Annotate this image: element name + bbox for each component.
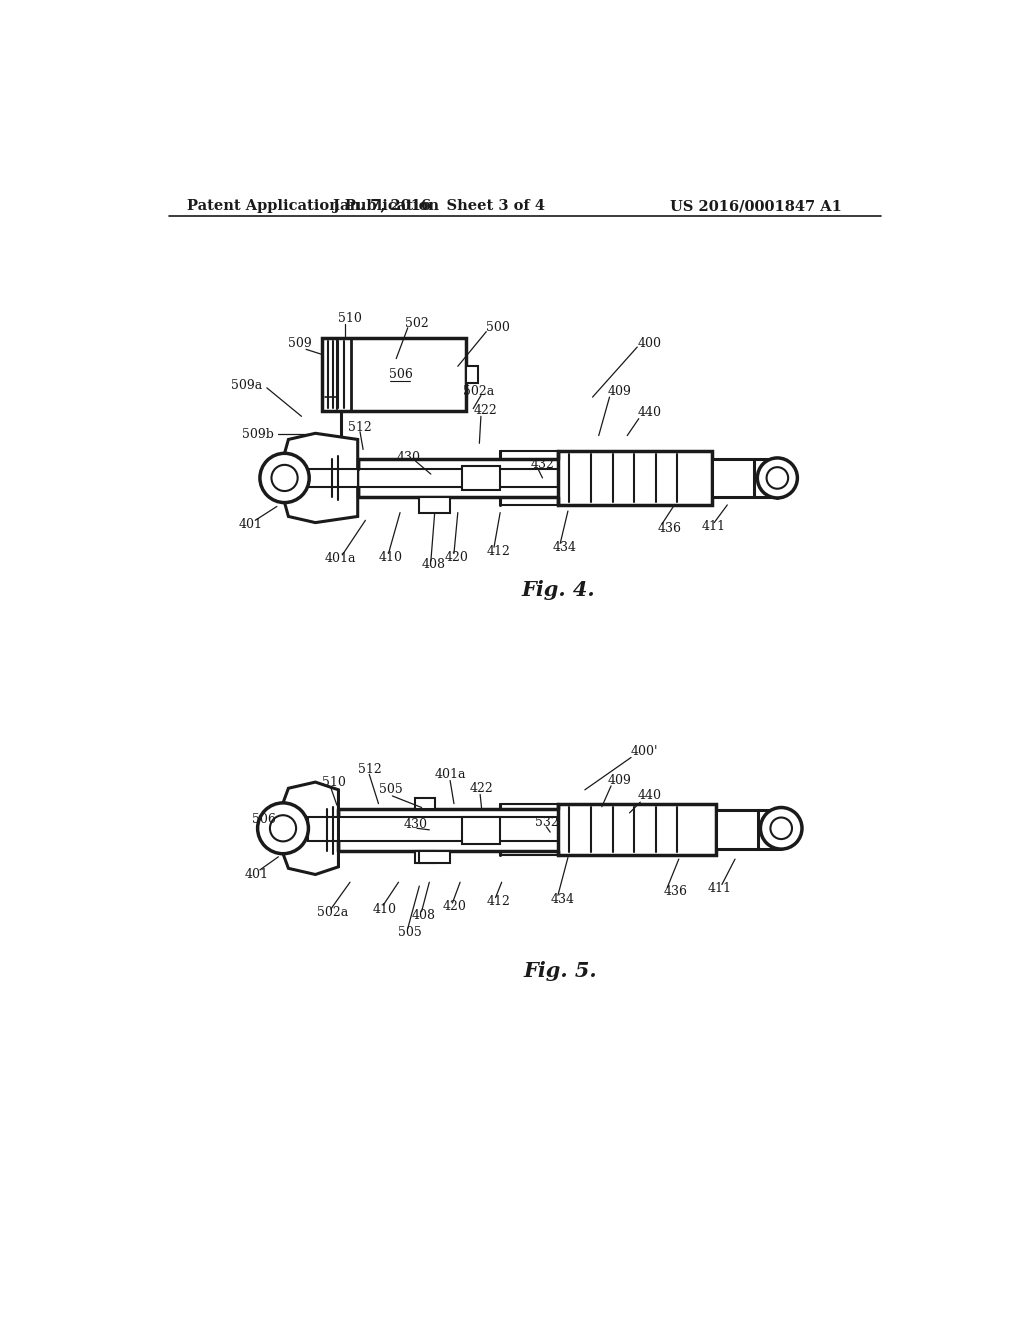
- Text: 400: 400: [637, 337, 662, 350]
- Bar: [462, 466, 500, 490]
- Text: 436: 436: [658, 521, 682, 535]
- Text: 422: 422: [469, 781, 494, 795]
- Text: 410: 410: [373, 903, 397, 916]
- Bar: [416, 851, 435, 863]
- Text: 432: 432: [531, 458, 555, 471]
- Text: 509: 509: [289, 337, 312, 350]
- Text: 430: 430: [403, 818, 428, 832]
- Bar: [466, 366, 478, 383]
- Text: 510: 510: [339, 312, 362, 325]
- Text: Fig. 5.: Fig. 5.: [523, 961, 597, 981]
- Text: 401a: 401a: [325, 552, 356, 565]
- Bar: [558, 451, 712, 506]
- Bar: [307, 469, 631, 487]
- Bar: [357, 459, 631, 498]
- Circle shape: [258, 803, 308, 854]
- Text: Fig. 4.: Fig. 4.: [521, 579, 595, 599]
- Text: 420: 420: [442, 900, 466, 913]
- Text: 430: 430: [397, 450, 421, 463]
- Polygon shape: [285, 433, 357, 523]
- Text: 436: 436: [664, 884, 687, 898]
- Text: 408: 408: [422, 558, 445, 572]
- Text: 411: 411: [701, 520, 726, 533]
- Text: 412: 412: [487, 895, 511, 908]
- Text: 506: 506: [388, 368, 413, 381]
- Bar: [419, 498, 451, 512]
- Bar: [462, 817, 500, 843]
- Bar: [716, 810, 758, 849]
- Text: Jan. 7, 2016   Sheet 3 of 4: Jan. 7, 2016 Sheet 3 of 4: [333, 199, 545, 213]
- Text: 500: 500: [486, 321, 510, 334]
- Bar: [339, 809, 631, 851]
- Circle shape: [260, 453, 309, 503]
- Text: 505: 505: [397, 925, 422, 939]
- Text: 532: 532: [535, 816, 558, 829]
- Text: 412: 412: [486, 545, 510, 557]
- Bar: [322, 338, 466, 411]
- Text: 434: 434: [550, 892, 574, 906]
- Text: US 2016/0001847 A1: US 2016/0001847 A1: [670, 199, 842, 213]
- Text: 420: 420: [444, 550, 469, 564]
- Bar: [307, 817, 631, 841]
- Text: 509b: 509b: [243, 428, 274, 441]
- Text: 502a: 502a: [316, 907, 348, 920]
- Text: 440: 440: [637, 407, 662, 418]
- Bar: [307, 817, 339, 841]
- Text: 440: 440: [637, 789, 662, 803]
- Circle shape: [758, 458, 798, 498]
- Bar: [419, 851, 451, 863]
- Text: Patent Application Publication: Patent Application Publication: [186, 199, 438, 213]
- Text: 434: 434: [553, 541, 577, 554]
- Bar: [416, 797, 435, 809]
- Circle shape: [271, 465, 298, 491]
- Text: 410: 410: [379, 550, 402, 564]
- Text: 509a: 509a: [230, 379, 262, 392]
- Text: 400': 400': [631, 744, 658, 758]
- Text: 409: 409: [608, 774, 632, 787]
- Text: 422: 422: [474, 404, 498, 417]
- Polygon shape: [283, 781, 339, 875]
- Text: 401: 401: [245, 869, 268, 880]
- Bar: [712, 459, 755, 498]
- Bar: [558, 804, 716, 855]
- Text: 506: 506: [252, 813, 276, 825]
- Circle shape: [770, 817, 792, 840]
- Circle shape: [270, 816, 296, 841]
- Text: 409: 409: [608, 385, 632, 399]
- Text: 502: 502: [404, 317, 428, 330]
- Circle shape: [767, 467, 788, 488]
- Text: 502a: 502a: [463, 385, 495, 399]
- Text: 505: 505: [379, 783, 403, 796]
- Text: 512: 512: [348, 421, 372, 434]
- Circle shape: [761, 808, 802, 849]
- Text: 401a: 401a: [435, 768, 466, 781]
- Text: 512: 512: [358, 763, 382, 776]
- Text: 408: 408: [412, 908, 435, 921]
- Text: 411: 411: [708, 882, 732, 895]
- Text: 510: 510: [322, 776, 345, 788]
- Text: 401: 401: [239, 517, 262, 531]
- Bar: [307, 469, 357, 487]
